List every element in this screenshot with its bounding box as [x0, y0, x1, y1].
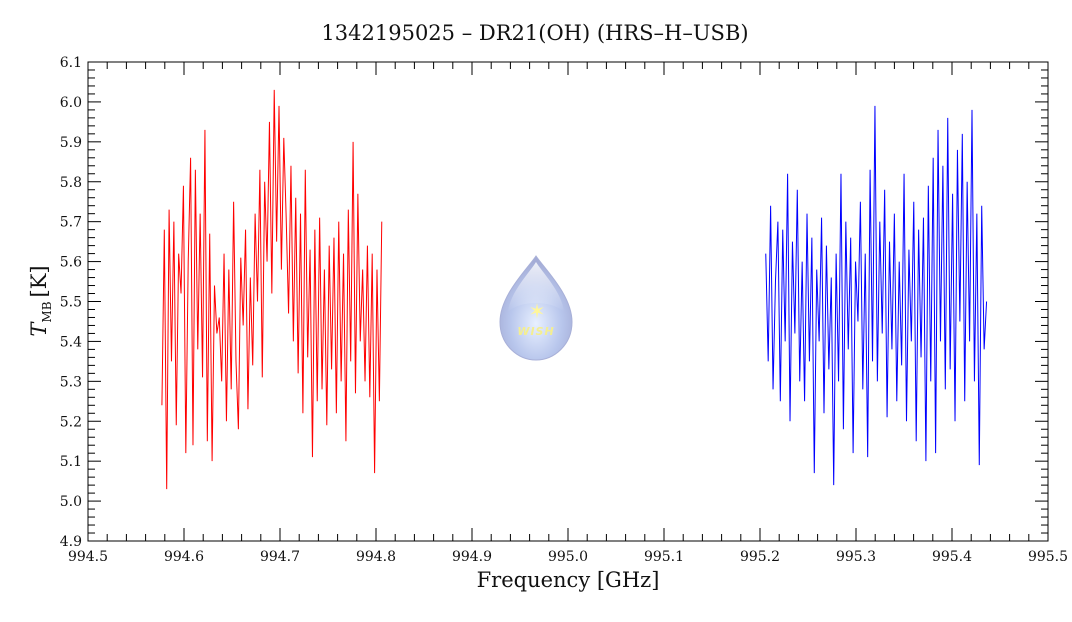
y-tick-label: 5.6 [60, 255, 82, 271]
x-axis-label: Frequency [GHz] [477, 568, 660, 592]
y-tick-label: 5.7 [60, 215, 82, 231]
x-tick-label: 994.8 [356, 549, 396, 565]
y-tick-label: 5.3 [60, 374, 82, 390]
svg-text:WISH: WISH [517, 325, 554, 338]
y-tick-label: 5.1 [60, 454, 82, 470]
y-tick-label: 5.4 [60, 334, 82, 350]
x-tick-label: 994.9 [452, 549, 492, 565]
x-tick-label: 994.6 [164, 549, 204, 565]
y-tick-label: 5.2 [60, 414, 82, 430]
x-tick-label: 995.0 [548, 549, 588, 565]
y-tick-label: 4.9 [60, 534, 82, 550]
x-tick-label: 994.7 [260, 549, 300, 565]
y-tick-label: 6.1 [60, 55, 82, 71]
x-tick-label: 995.2 [740, 549, 780, 565]
axis-ticks: 994.5 994.6 994.7 994.8 994.9 995.0 995.1 995.2… [60, 55, 1068, 565]
y-tick-label: 6.0 [60, 95, 82, 111]
y-axis-label-unit: [K] [27, 265, 51, 297]
wish-logo: ✶ WISH [499, 255, 573, 361]
series-layer [161, 89, 988, 490]
x-tick-label: 995.1 [644, 549, 684, 565]
x-tick-label: 995.3 [836, 549, 876, 565]
y-tick-label: 5.0 [60, 494, 82, 510]
y-axis-label: TMB [K] [27, 265, 54, 336]
series-blue-line [765, 105, 988, 486]
x-tick-label: 995.5 [1028, 549, 1068, 565]
y-tick-label: 5.9 [60, 135, 82, 151]
x-tick-label: 994.5 [68, 549, 108, 565]
x-tick-label: 995.4 [932, 549, 972, 565]
y-tick-label: 5.8 [60, 175, 82, 191]
y-tick-label: 5.5 [60, 295, 82, 311]
y-axis-label-main: T [27, 321, 51, 337]
y-axis-label-sub: MB [40, 301, 54, 322]
series-red-line [161, 89, 383, 490]
svg-text:✶: ✶ [529, 299, 546, 323]
chart-title: 1342195025 – DR21(OH) (HRS–H–USB) [321, 21, 748, 45]
